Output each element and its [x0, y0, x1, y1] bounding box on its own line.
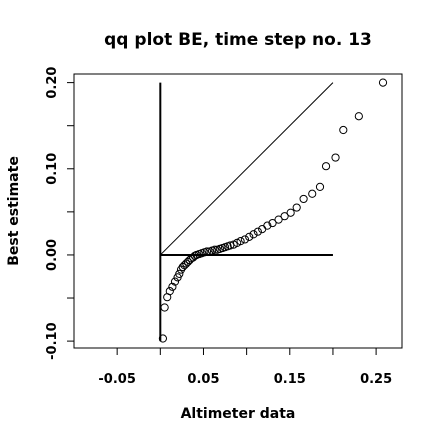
data-point [236, 237, 245, 246]
y-tick-label: 0.10 [45, 153, 60, 185]
data-point [292, 203, 301, 212]
x-tick-label: -0.05 [98, 372, 135, 387]
data-point [175, 269, 184, 278]
data-point [299, 194, 308, 204]
y-axis: -0.10 0.00 0.10 0.20 [45, 67, 75, 360]
data-point [268, 218, 277, 228]
data-point [240, 235, 250, 244]
data-point [165, 287, 174, 296]
data-point [280, 212, 289, 221]
data-point [286, 208, 295, 217]
x-tick-label: 0.25 [360, 372, 392, 387]
reference-lines [159, 82, 334, 342]
data-point [339, 125, 348, 135]
data-point [308, 189, 317, 198]
chart-title: qq plot BE, time step no. 13 [104, 30, 372, 50]
data-point [315, 182, 325, 191]
data-point [226, 241, 235, 250]
data-point [158, 334, 168, 343]
plot-frame [73, 73, 403, 349]
data-point [190, 251, 199, 260]
y-tick-label: -0.10 [45, 322, 60, 359]
data-point [210, 245, 219, 254]
data-point [331, 153, 340, 162]
reference-line [159, 82, 334, 256]
data-point [170, 277, 180, 286]
data-point [321, 162, 331, 171]
y-axis-label: Best estimate [6, 156, 22, 266]
data-point [274, 215, 283, 224]
data-point [263, 221, 272, 230]
x-tick-label: 0.05 [187, 372, 219, 387]
data-point [378, 78, 388, 87]
y-tick-label: 0.00 [45, 239, 60, 271]
x-axis-label: Altimeter data [181, 406, 296, 422]
data-point [160, 303, 169, 312]
data-point [202, 247, 212, 256]
x-axis: -0.05 0.05 0.15 0.25 [98, 347, 392, 387]
data-point [245, 232, 254, 241]
y-tick-label: 0.20 [45, 67, 60, 99]
data-point [253, 227, 262, 236]
x-tick-label: 0.15 [274, 372, 306, 387]
data-point [354, 112, 363, 121]
data-points [158, 78, 388, 343]
data-point [168, 282, 177, 291]
data-point [249, 230, 258, 239]
